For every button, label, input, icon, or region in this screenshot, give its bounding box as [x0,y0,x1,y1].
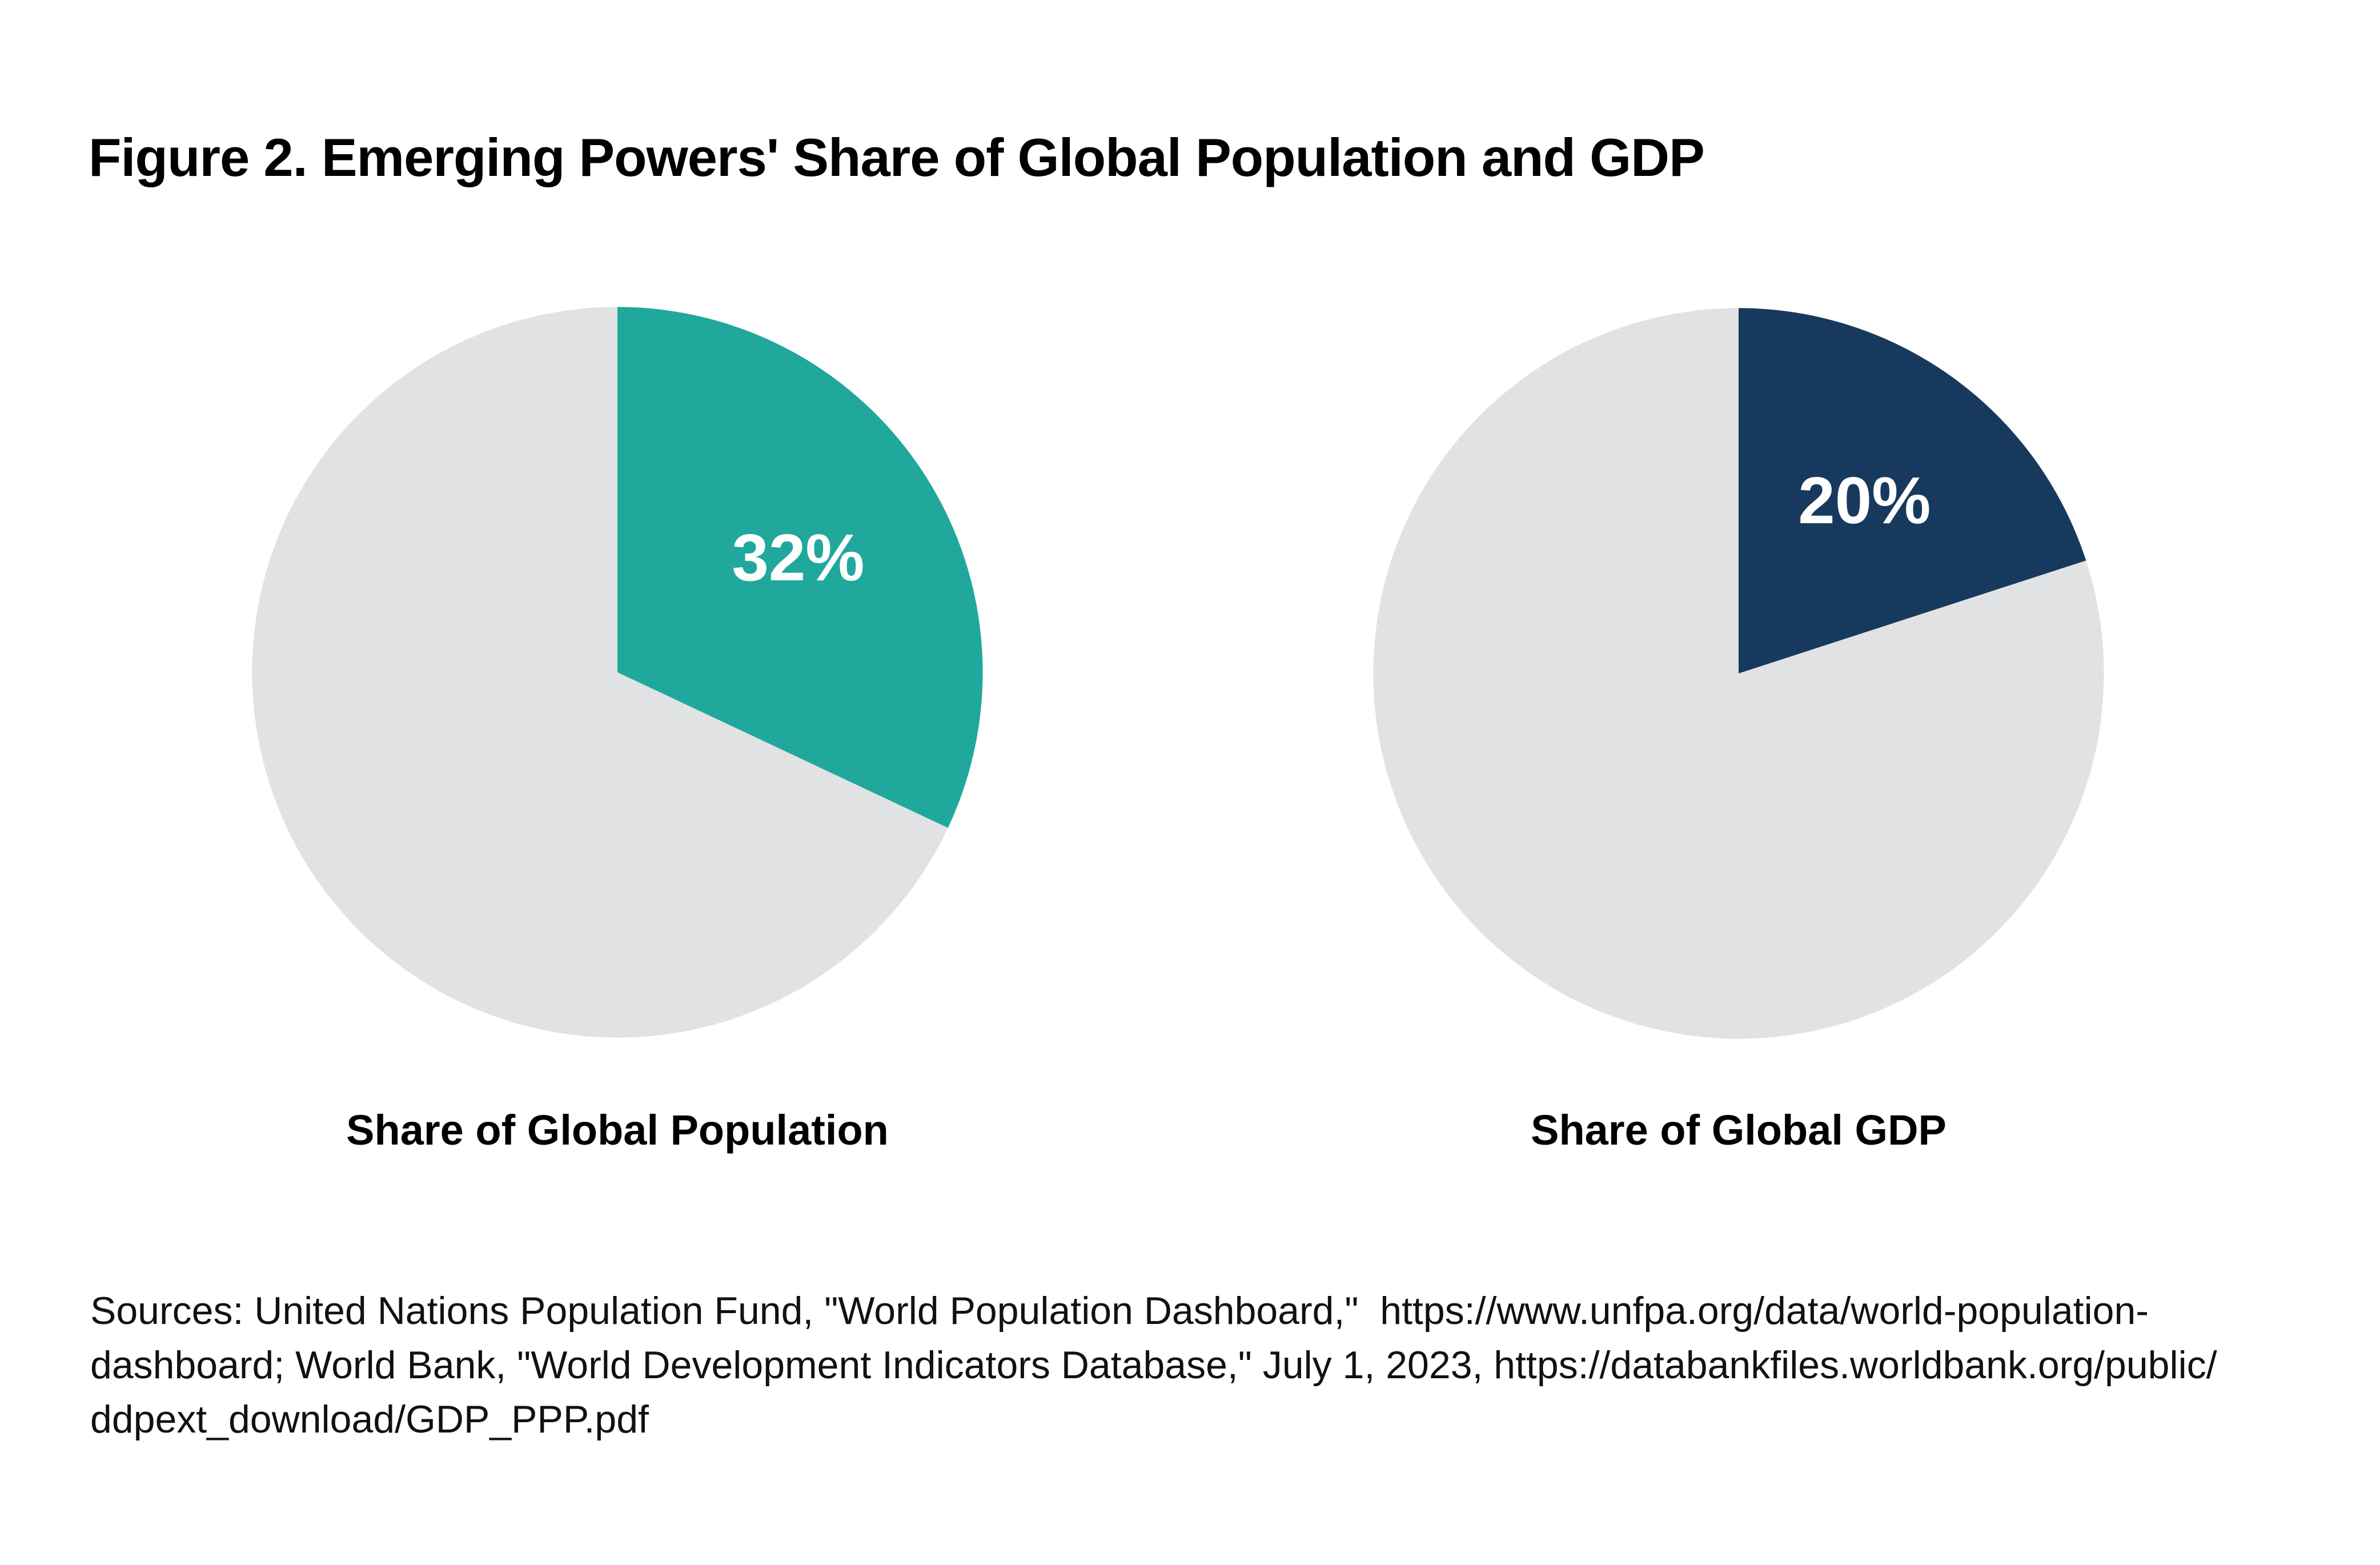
sources-line-1: Sources: United Nations Population Fund,… [90,1289,2149,1333]
figure-title: Figure 2. Emerging Powers' Share of Glob… [89,127,1705,187]
gdp-share-value-label: 20% [1798,463,1931,537]
sources-line-2: dashboard; World Bank, "World Developmen… [90,1343,2217,1387]
population-pie-chart: 32% [248,303,986,1041]
population-share-value-label: 32% [732,520,865,595]
population-pie-caption: Share of Global Population [346,1106,889,1154]
sources-note: Sources: United Nations Population Fund,… [90,1284,2217,1447]
gdp-pie-caption: Share of Global GDP [1531,1106,1946,1154]
gdp-pie-chart: 20% [1370,304,2108,1042]
sources-line-3: ddpext_download/GDP_PPP.pdf [90,1398,649,1441]
